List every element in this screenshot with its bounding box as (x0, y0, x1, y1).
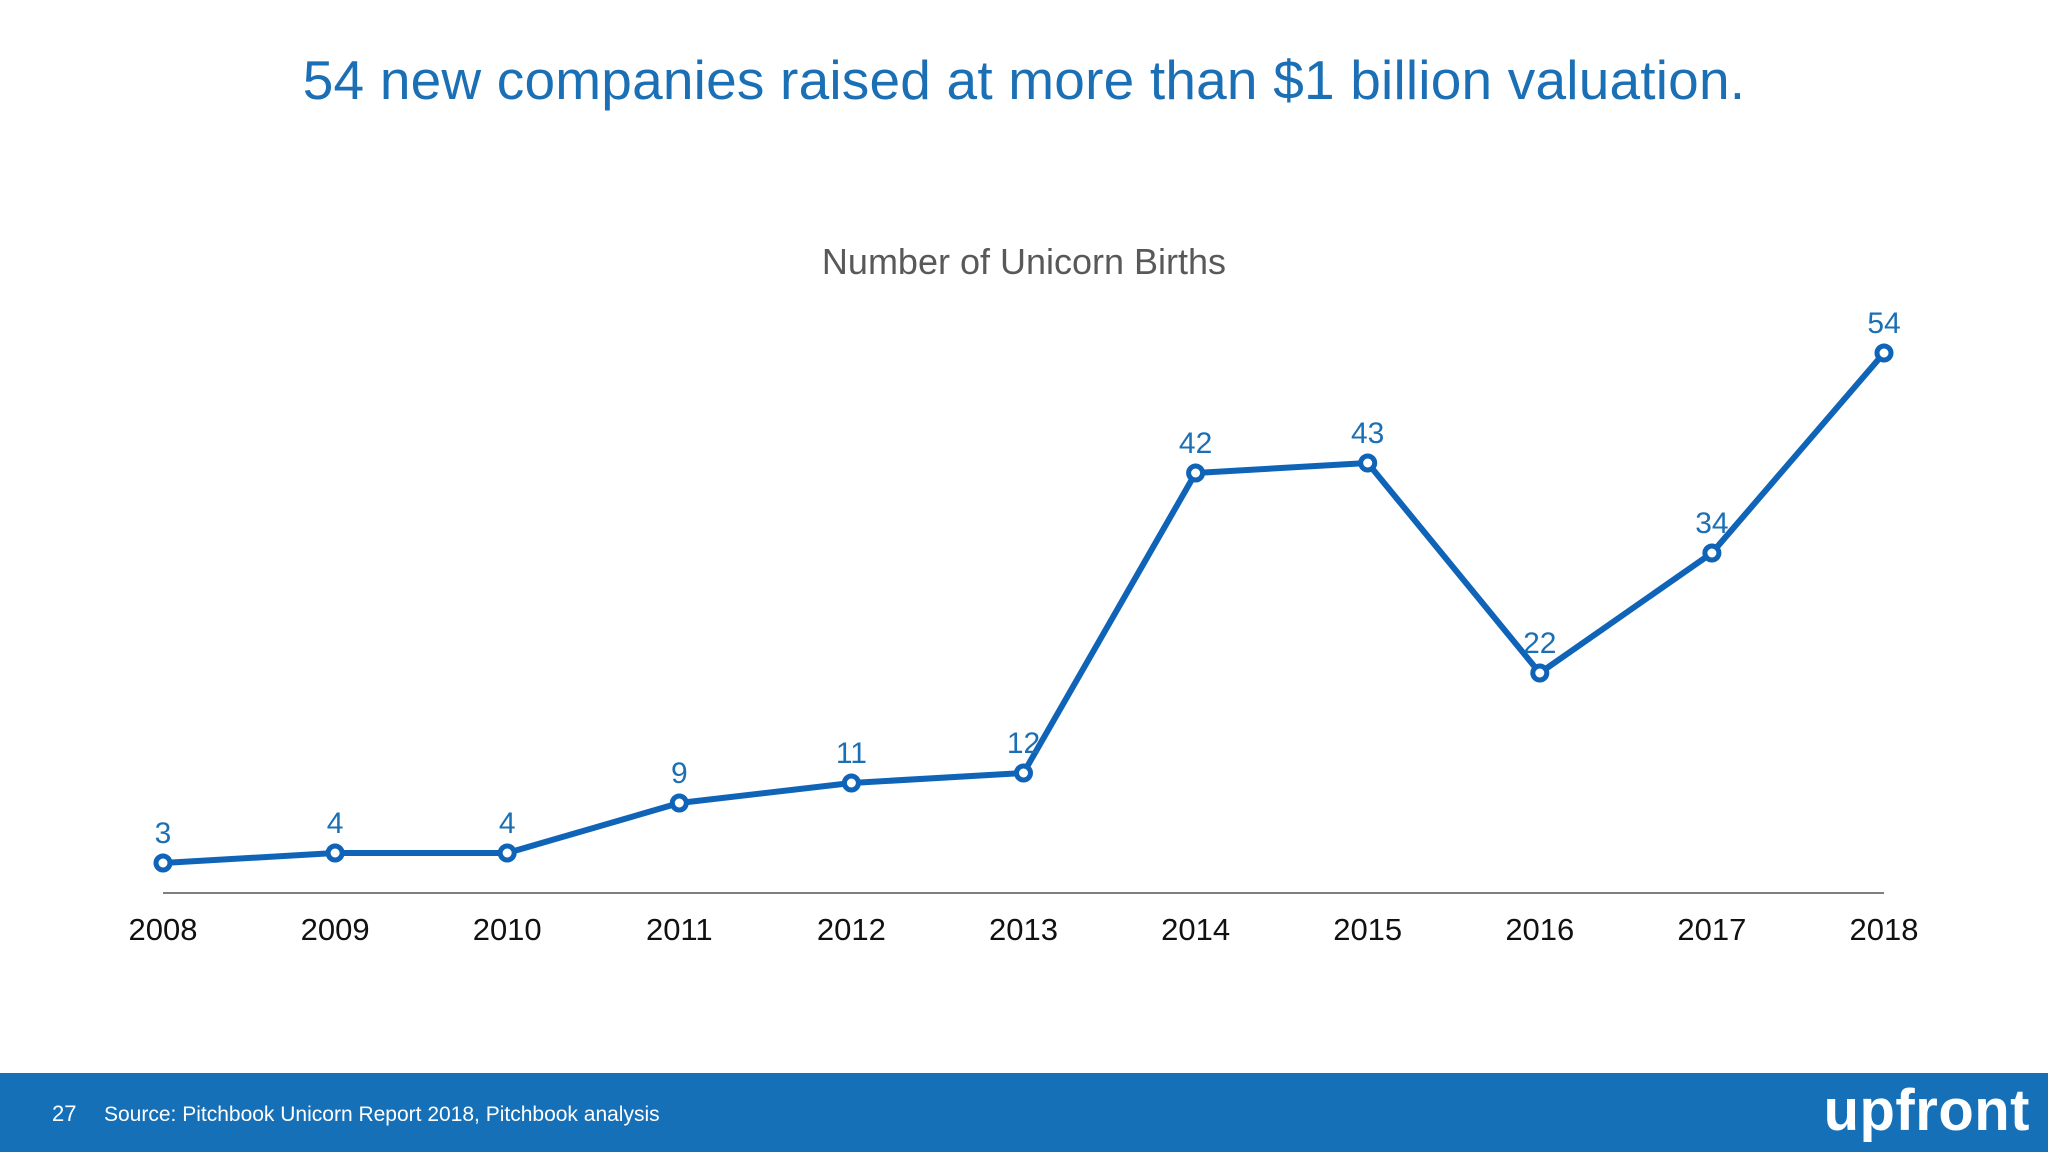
data-point-2017 (1702, 543, 1722, 563)
x-tick-label-2014: 2014 (1161, 912, 1230, 947)
x-tick-label-2017: 2017 (1677, 912, 1746, 947)
data-label-2016: 22 (1523, 627, 1556, 660)
data-point-2013 (1014, 763, 1033, 783)
data-point-2008 (153, 853, 173, 873)
x-tick-label-2011: 2011 (646, 912, 713, 947)
data-label-2014: 42 (1179, 427, 1212, 460)
data-point-2016 (1530, 663, 1550, 683)
data-label-2015: 43 (1351, 417, 1384, 450)
x-tick-label-2010: 2010 (473, 912, 542, 947)
data-label-2012: 11 (836, 737, 867, 770)
footer-bar: 27 Source: Pitchbook Unicorn Report 2018… (0, 1073, 2048, 1152)
data-point-2018 (1874, 343, 1894, 363)
data-label-2008: 3 (155, 817, 172, 850)
data-label-2011: 9 (671, 757, 688, 790)
data-point-2011 (669, 793, 689, 813)
data-point-2009 (325, 843, 345, 863)
series-line (162, 351, 1887, 866)
x-tick-label-2013: 2013 (989, 912, 1058, 947)
data-label-2009: 4 (327, 807, 344, 840)
chart-marks: 3 2008 4 2009 4 2010 9 2011 11 2012 12 2013 42 2014 43… (129, 307, 1919, 947)
data-label-2010: 4 (499, 807, 516, 840)
headline: 54 new companies raised at more than $1 … (302, 49, 1746, 111)
page-number: 27 (52, 1101, 77, 1126)
data-point-2014 (1186, 463, 1206, 483)
x-tick-label-2018: 2018 (1850, 912, 1919, 947)
x-tick-label-2012: 2012 (817, 912, 886, 947)
upfront-logo: upfront (1823, 1078, 2030, 1143)
x-tick-label-2009: 2009 (301, 912, 370, 947)
data-label-2017: 34 (1695, 507, 1728, 540)
chart-title: Number of Unicorn Births (822, 241, 1226, 282)
data-label-2018: 54 (1867, 307, 1900, 340)
data-label-2013: 12 (1007, 727, 1040, 760)
x-tick-label-2015: 2015 (1333, 912, 1402, 947)
data-point-2010 (497, 843, 517, 863)
x-tick-label-2008: 2008 (129, 912, 198, 947)
data-point-2015 (1358, 453, 1378, 473)
source-note: Source: Pitchbook Unicorn Report 2018, P… (104, 1103, 660, 1126)
x-tick-label-2016: 2016 (1505, 912, 1574, 947)
unicorn-births-chart: Number of Unicorn Births 3 2008 4 2009 4 2010… (129, 241, 1919, 947)
data-point-2012 (841, 773, 861, 793)
